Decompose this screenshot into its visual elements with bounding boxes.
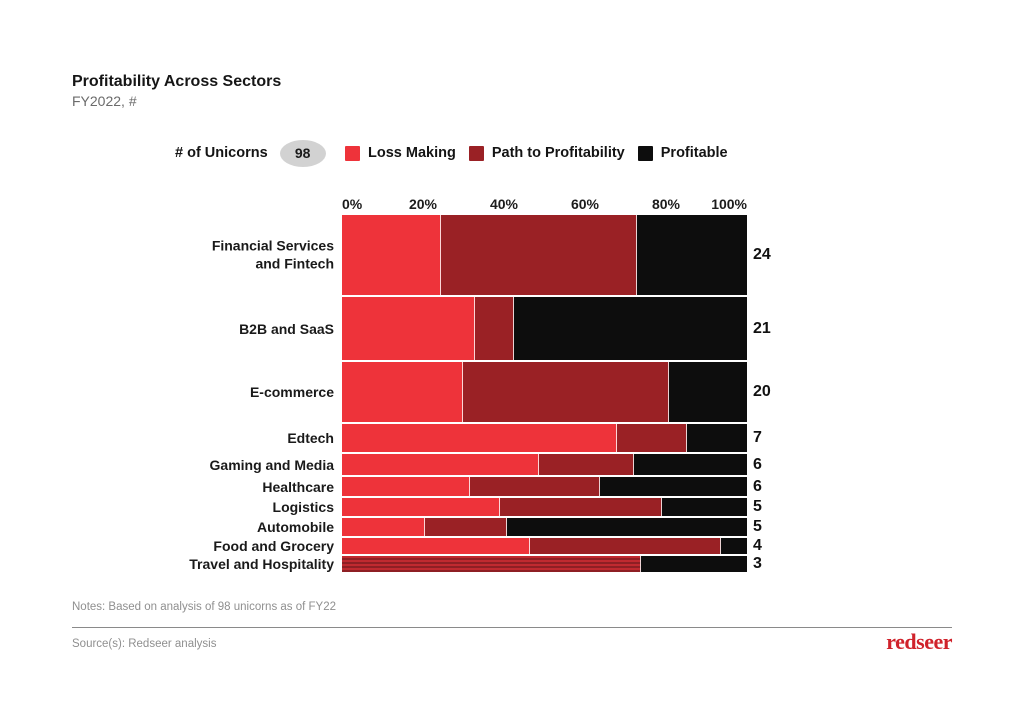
bar-row xyxy=(342,498,747,516)
sector-label: Food and Grocery xyxy=(0,537,334,555)
bar-segment-loss_making xyxy=(342,556,641,572)
path-to-profitability-swatch-icon xyxy=(469,146,484,161)
bar-segment-path_to_profitability xyxy=(463,362,669,422)
axis-tick-label: 80% xyxy=(652,196,680,212)
redseer-logo: redseer xyxy=(886,629,952,655)
sector-label: B2B and SaaS xyxy=(0,319,334,337)
bar-segment-path_to_profitability xyxy=(425,518,507,536)
unicorn-counts-column: 2421207665543 xyxy=(753,215,793,572)
legend-item-loss-making: Loss Making xyxy=(345,145,456,161)
sector-label: Healthcare xyxy=(0,477,334,495)
page-subtitle: FY2022, # xyxy=(72,93,137,109)
legend-item-path-to-profitability: Path to Profitability xyxy=(469,145,625,161)
count-label: 5 xyxy=(753,498,762,516)
count-label: 21 xyxy=(753,320,771,338)
bar-segment-path_to_profitability xyxy=(530,538,721,554)
legend-label: Path to Profitability xyxy=(492,145,625,161)
source-text: Source(s): Redseer analysis xyxy=(72,638,216,650)
bar-segment-loss_making xyxy=(342,454,539,475)
bar-segment-loss_making xyxy=(342,518,425,536)
unicorn-count-badge: 98 xyxy=(280,140,326,167)
bar-row xyxy=(342,424,747,452)
bar-segment-loss_making xyxy=(342,424,617,452)
bar-row xyxy=(342,297,747,360)
bar-segment-profitable xyxy=(641,556,747,572)
bar-segment-profitable xyxy=(637,215,747,295)
bar-segment-path_to_profitability xyxy=(539,454,634,475)
bar-row xyxy=(342,215,747,295)
count-label: 4 xyxy=(753,537,762,555)
sector-label: Gaming and Media xyxy=(0,455,334,473)
x-axis: 0% 20% 40% 60% 80% 100% xyxy=(342,196,747,213)
bar-segment-loss_making xyxy=(342,477,470,496)
axis-tick-label: 100% xyxy=(711,196,747,212)
count-label: 6 xyxy=(753,456,762,474)
sector-label: E-commerce xyxy=(0,383,334,401)
axis-tick-label: 20% xyxy=(409,196,437,212)
bar-row xyxy=(342,518,747,536)
bar-row xyxy=(342,477,747,496)
bar-segment-profitable xyxy=(634,454,747,475)
count-label: 7 xyxy=(753,429,762,447)
bar-segment-loss_making xyxy=(342,498,500,516)
sector-label: Travel and Hospitality xyxy=(0,555,334,573)
notes-text: Notes: Based on analysis of 98 unicorns … xyxy=(72,601,336,613)
bar-segment-path_to_profitability xyxy=(617,424,687,452)
page-title: Profitability Across Sectors xyxy=(72,73,281,91)
loss-making-swatch-icon xyxy=(345,146,360,161)
unicorn-count-label: # of Unicorns xyxy=(175,145,268,161)
bar-segment-profitable xyxy=(721,538,747,554)
bar-segment-path_to_profitability xyxy=(441,215,637,295)
count-label: 20 xyxy=(753,383,771,401)
count-label: 24 xyxy=(753,246,771,264)
report-page: Profitability Across Sectors FY2022, # #… xyxy=(0,0,1024,704)
count-label: 3 xyxy=(753,555,762,573)
bar-segment-loss_making xyxy=(342,362,463,422)
sector-label: Financial Servicesand Fintech xyxy=(0,237,334,274)
bar-segment-profitable xyxy=(662,498,747,516)
bar-segment-profitable xyxy=(600,477,747,496)
legend-label: Loss Making xyxy=(368,145,456,161)
sector-label: Logistics xyxy=(0,498,334,516)
unicorn-count-row: # of Unicorns 98 xyxy=(175,138,326,168)
sector-label: Automobile xyxy=(0,518,334,536)
legend-label: Profitable xyxy=(661,145,728,161)
sector-labels-column: Financial Servicesand Fintech B2B and Saa… xyxy=(0,215,334,572)
count-label: 6 xyxy=(753,478,762,496)
bar-segment-path_to_profitability xyxy=(475,297,513,360)
profitable-swatch-icon xyxy=(638,146,653,161)
count-label: 5 xyxy=(753,518,762,536)
bar-segment-profitable xyxy=(669,362,747,422)
bar-row xyxy=(342,454,747,475)
axis-tick-label: 0% xyxy=(342,196,362,212)
bar-segment-path_to_profitability xyxy=(470,477,600,496)
bar-segment-path_to_profitability xyxy=(500,498,662,516)
bar-segment-loss_making xyxy=(342,538,530,554)
axis-tick-label: 60% xyxy=(571,196,599,212)
chart-legend: Loss Making Path to Profitability Profit… xyxy=(345,138,728,168)
bar-row xyxy=(342,538,747,554)
legend-item-profitable: Profitable xyxy=(638,145,728,161)
bar-segment-loss_making xyxy=(342,297,475,360)
stacked-bars-plot xyxy=(342,215,747,572)
bar-segment-profitable xyxy=(514,297,747,360)
bar-segment-profitable xyxy=(687,424,747,452)
bar-segment-profitable xyxy=(507,518,747,536)
bar-row xyxy=(342,556,747,572)
axis-tick-label: 40% xyxy=(490,196,518,212)
bar-row xyxy=(342,362,747,422)
sector-label: Edtech xyxy=(0,429,334,447)
bar-segment-loss_making xyxy=(342,215,441,295)
footer-divider xyxy=(72,627,952,628)
